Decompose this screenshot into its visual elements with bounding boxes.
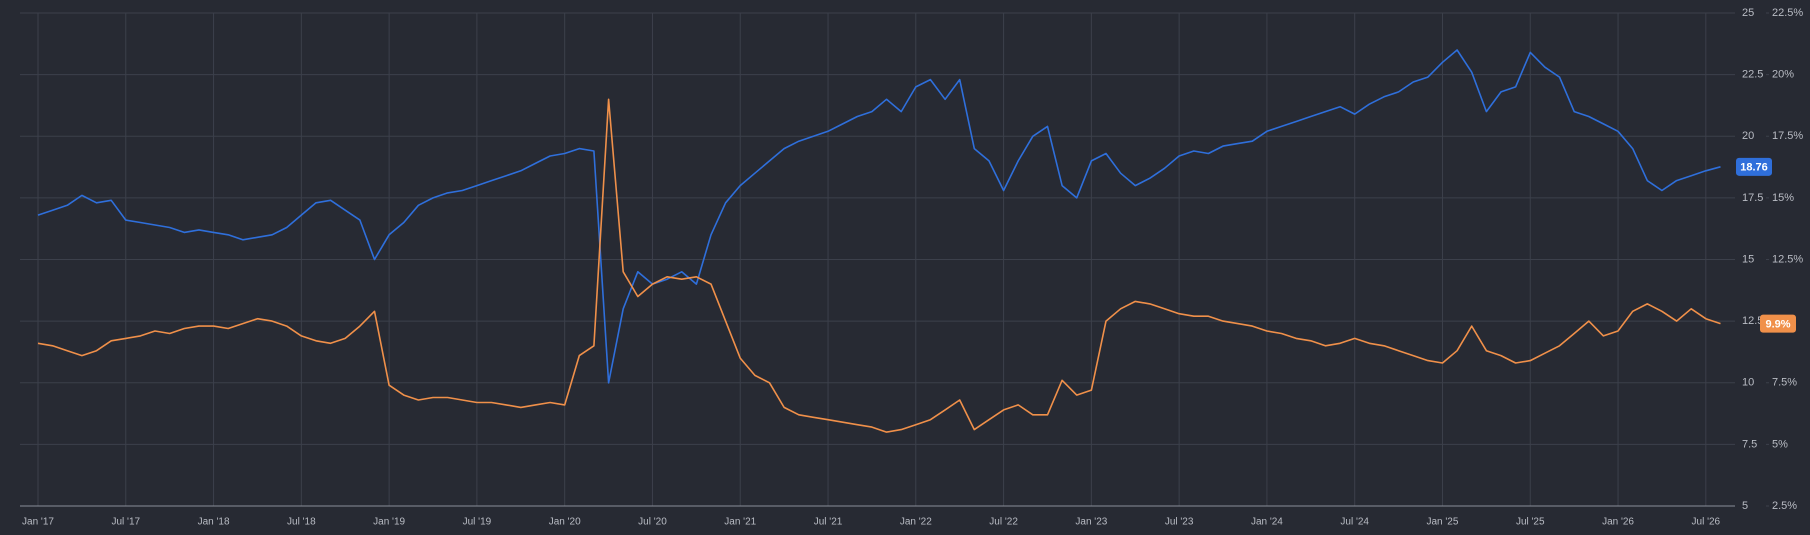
x-tick-label: Jul '20	[638, 517, 667, 528]
x-tick-label: Jul '22	[989, 517, 1018, 528]
x-tick-label: Jul '23	[1165, 517, 1194, 528]
x-tick-label: Jul '19	[463, 517, 492, 528]
x-tick-label: Jul '21	[814, 517, 843, 528]
x-tick-label: Jan '25	[1427, 517, 1459, 528]
x-tick-label: Jan '23	[1075, 517, 1107, 528]
y-tick-label: 10	[1742, 377, 1754, 389]
y2-tick-label: 2.5%	[1772, 500, 1797, 512]
y-tick-label: 7.5	[1742, 438, 1757, 450]
end-badge-bg	[1760, 314, 1796, 333]
x-tick-label: Jan '22	[900, 517, 932, 528]
x-tick-label: Jan '18	[198, 517, 230, 528]
y-tick-label: 15	[1742, 253, 1754, 265]
end-badge-bg	[1736, 157, 1772, 176]
y2-tick-label: 12.5%	[1772, 253, 1803, 265]
series-line	[37, 98, 1721, 433]
x-tick-label: Jul '25	[1516, 517, 1545, 528]
y2-tick-label: 20%	[1772, 69, 1794, 81]
y2-tick-label: 22.5%	[1772, 7, 1803, 19]
x-tick-label: Jan '19	[373, 517, 405, 528]
y2-tick-label: 15%	[1772, 192, 1794, 204]
x-tick-label: Jan '24	[1251, 517, 1283, 528]
x-tick-label: Jul '26	[1692, 517, 1721, 528]
x-tick-label: Jan '26	[1602, 517, 1634, 528]
x-tick-label: Jan '20	[549, 517, 581, 528]
y-tick-label: 25	[1742, 7, 1754, 19]
y2-tick-label: 17.5%	[1772, 130, 1803, 142]
y-tick-label: 20	[1742, 130, 1754, 142]
end-badge: 18.76	[1736, 157, 1772, 176]
end-badge-label: 18.76	[1740, 162, 1768, 174]
x-tick-label: Jan '21	[724, 517, 756, 528]
x-tick-label: Jan '17	[22, 517, 54, 528]
x-tick-label: Jul '17	[111, 517, 140, 528]
x-tick-label: Jul '24	[1340, 517, 1369, 528]
end-badge: 9.9%	[1760, 314, 1796, 333]
x-tick-label: Jul '18	[287, 517, 316, 528]
end-badge-label: 9.9%	[1765, 318, 1790, 330]
y2-tick-label: 5%	[1772, 438, 1788, 450]
y-tick-label: 12.5	[1742, 315, 1763, 327]
y-tick-label: 17.5	[1742, 192, 1763, 204]
y-tick-label: 22.5	[1742, 69, 1763, 81]
y2-tick-label: 7.5%	[1772, 377, 1797, 389]
y-tick-label: 5	[1742, 500, 1748, 512]
series-line	[37, 49, 1721, 384]
